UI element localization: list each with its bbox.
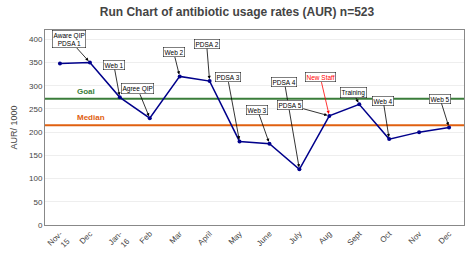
svg-text:300: 300	[29, 82, 43, 91]
svg-text:AUR/ 1000: AUR/ 1000	[9, 105, 19, 149]
svg-text:350: 350	[29, 58, 43, 67]
svg-text:July: July	[287, 229, 303, 245]
svg-text:Median: Median	[77, 113, 105, 122]
svg-text:400: 400	[29, 35, 43, 44]
svg-text:100: 100	[29, 174, 43, 183]
svg-text:PDSA 5: PDSA 5	[279, 102, 302, 109]
svg-text:Goal: Goal	[77, 87, 95, 96]
svg-text:Web 5: Web 5	[431, 96, 450, 103]
svg-text:150: 150	[29, 151, 43, 160]
svg-text:PDSA 2: PDSA 2	[196, 41, 219, 48]
svg-text:Sept: Sept	[345, 229, 364, 248]
svg-text:Feb: Feb	[138, 229, 155, 246]
svg-text:Dec: Dec	[437, 229, 453, 245]
svg-text:Web 1: Web 1	[105, 62, 124, 69]
svg-text:PDSA 4: PDSA 4	[273, 79, 296, 86]
svg-text:Nov-15: Nov-15	[46, 229, 72, 255]
svg-text:Aug: Aug	[317, 229, 333, 245]
svg-text:50: 50	[33, 198, 42, 207]
svg-text:Oct: Oct	[378, 229, 394, 245]
svg-text:Agree QIP: Agree QIP	[123, 85, 153, 93]
svg-text:Aware QIPPDSA 1: Aware QIPPDSA 1	[54, 32, 85, 47]
svg-text:June: June	[255, 229, 274, 248]
svg-text:Nov: Nov	[407, 229, 423, 245]
svg-text:New Staff: New Staff	[307, 74, 335, 81]
svg-text:250: 250	[29, 105, 43, 114]
svg-text:April: April	[196, 229, 214, 247]
svg-text:Mar: Mar	[168, 229, 184, 245]
svg-text:Web 2: Web 2	[165, 49, 184, 56]
svg-text:Run Chart of antibiotic usage: Run Chart of antibiotic usage rates (AUR…	[100, 5, 375, 19]
svg-text:Training: Training	[342, 89, 366, 97]
svg-text:Dec: Dec	[78, 229, 94, 245]
svg-text:0: 0	[38, 221, 43, 230]
svg-text:Web 4: Web 4	[374, 98, 393, 105]
svg-text:Jan-16: Jan-16	[107, 229, 132, 254]
svg-text:May: May	[227, 229, 244, 246]
svg-text:Web 3: Web 3	[248, 107, 267, 114]
svg-text:200: 200	[29, 128, 43, 137]
svg-text:PDSA 3: PDSA 3	[217, 74, 240, 81]
